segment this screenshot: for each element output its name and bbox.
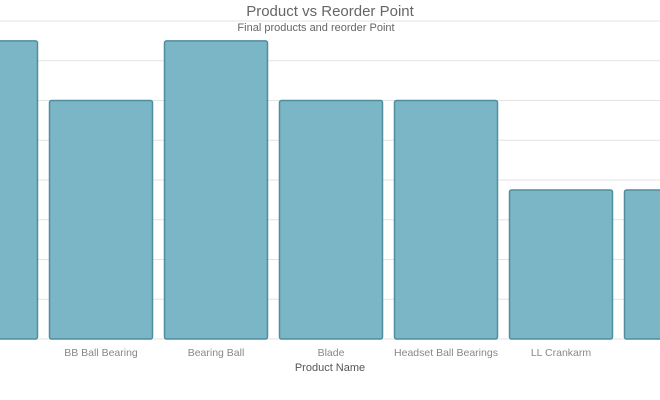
x-tick-label: BB Ball Bearing xyxy=(64,347,138,359)
x-tick-label: Blade xyxy=(318,347,345,359)
chart-title: Product vs Reorder Point xyxy=(246,3,414,20)
bar[interactable] xyxy=(48,99,154,340)
chart-subtitle: Final products and reorder Point xyxy=(237,22,394,34)
bars xyxy=(0,40,660,340)
bar[interactable] xyxy=(278,99,384,340)
bar[interactable] xyxy=(163,40,269,340)
bar[interactable] xyxy=(623,189,660,340)
bar[interactable] xyxy=(0,40,39,340)
x-tick-label: Bearing Ball xyxy=(188,347,245,359)
bar[interactable] xyxy=(393,99,499,340)
bar[interactable] xyxy=(508,189,614,340)
x-axis-title: Product Name xyxy=(295,362,365,374)
x-tick-label: Headset Ball Bearings xyxy=(394,347,498,359)
x-tick-label: LL Crankarm xyxy=(531,347,592,359)
